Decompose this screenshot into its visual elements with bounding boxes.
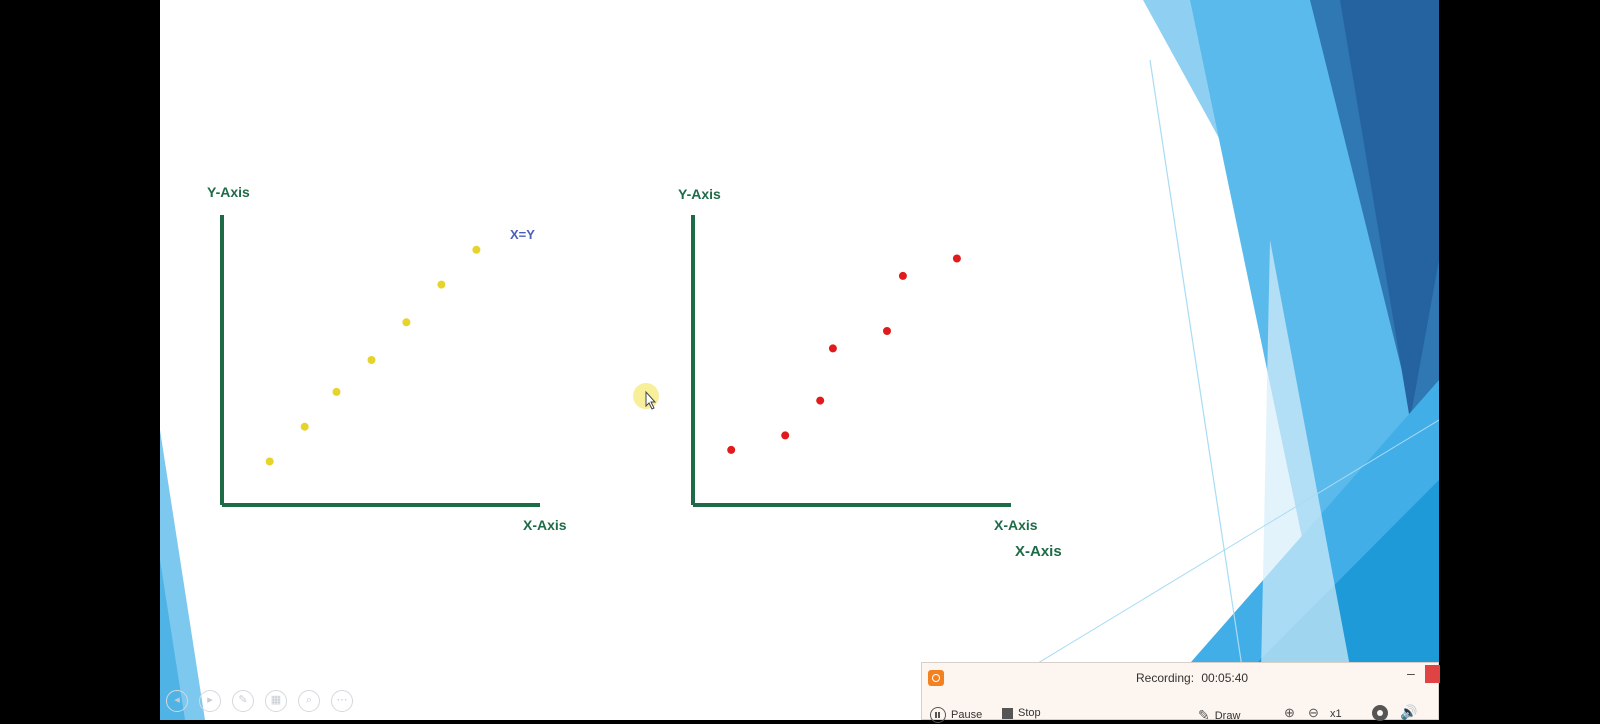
more-icon[interactable]: ⋯	[331, 690, 353, 712]
zoom-in-icon[interactable]: ⊕	[1284, 705, 1295, 720]
recorder-logo-icon	[928, 670, 944, 686]
close-button[interactable]	[1425, 665, 1440, 683]
right-x-axis-label-extra: X-Axis	[1015, 543, 1062, 560]
right-scatter-point	[952, 254, 961, 263]
left-scatter-point	[402, 318, 411, 327]
minimize-button[interactable]: –	[1407, 665, 1415, 681]
draw-button[interactable]: ✎ Draw	[1198, 707, 1240, 724]
slide-background-decoration	[160, 0, 1439, 720]
pause-icon	[930, 707, 946, 723]
presentation-slide: Y-Axis X-Axis X=Y Y-Axis X-Axis X-Axis ◂…	[160, 0, 1439, 720]
stop-icon	[1002, 707, 1013, 719]
scatter-chart-right	[691, 215, 1011, 507]
equation-label: X=Y	[510, 227, 535, 242]
recording-status: Recording: 00:05:40	[1136, 671, 1248, 685]
right-x-axis-label: X-Axis	[994, 517, 1038, 533]
zoom-icon[interactable]: ⌕	[298, 690, 320, 712]
left-scatter-point	[367, 356, 376, 364]
next-slide-icon[interactable]: ▸	[199, 690, 221, 712]
left-scatter-point	[437, 280, 446, 289]
slides-grid-icon[interactable]: ▦	[265, 690, 287, 712]
pencil-icon: ✎	[1198, 707, 1210, 723]
left-scatter-point	[265, 457, 274, 466]
pause-button[interactable]: Pause	[930, 707, 982, 723]
speaker-icon[interactable]: 🔊	[1400, 704, 1418, 720]
left-scatter-point	[300, 422, 309, 431]
screen-recorder-panel: Recording: 00:05:40 – Pause Stop ✎ Draw …	[921, 662, 1440, 723]
right-scatter-point	[816, 396, 825, 405]
pen-icon[interactable]: ✎	[232, 690, 254, 712]
right-scatter-point	[883, 327, 891, 335]
right-scatter-point	[727, 445, 736, 454]
recording-status-label: Recording:	[1136, 671, 1195, 685]
right-scatter-point	[898, 271, 907, 280]
right-scatter-point	[781, 431, 790, 440]
right-scatter-point	[828, 344, 837, 353]
pause-label: Pause	[951, 709, 983, 721]
left-y-axis-label: Y-Axis	[207, 184, 250, 200]
draw-label: Draw	[1214, 709, 1241, 722]
zoom-level: x1	[1330, 708, 1342, 720]
recording-timer: 00:05:40	[1201, 671, 1249, 685]
left-scatter-point	[332, 387, 341, 396]
laser-pointer-cursor-icon	[633, 383, 659, 410]
stop-label: Stop	[1018, 707, 1041, 719]
prev-slide-icon[interactable]: ◂	[166, 690, 188, 712]
webcam-icon[interactable]	[1372, 705, 1388, 721]
scatter-chart-left	[220, 215, 540, 507]
charts-canvas	[220, 215, 1011, 507]
slideshow-toolbar: ◂ ▸ ✎ ▦ ⌕ ⋯	[166, 690, 353, 712]
zoom-out-icon[interactable]: ⊖	[1308, 705, 1319, 720]
stop-button[interactable]: Stop	[1002, 707, 1041, 719]
left-x-axis-label: X-Axis	[523, 517, 567, 533]
left-scatter-point	[472, 245, 481, 254]
right-y-axis-label: Y-Axis	[678, 186, 721, 202]
